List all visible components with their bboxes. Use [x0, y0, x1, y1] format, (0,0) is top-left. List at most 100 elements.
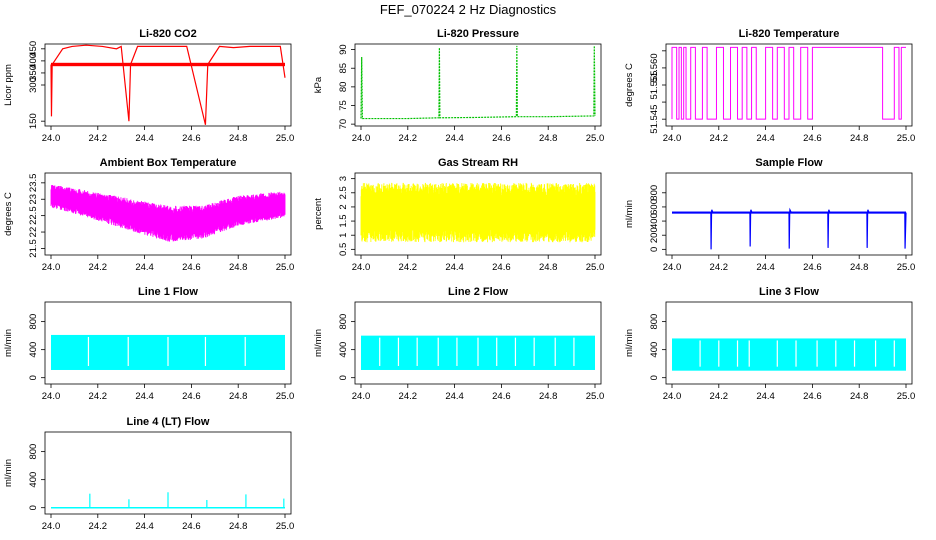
- panel-7-series: [51, 334, 285, 370]
- panel-9: Line 3 Flow ml/min 24.0 24.2 24.4 24.6 24.8 25.…: [624, 286, 915, 402]
- panel-5-ylabel: percent: [313, 198, 324, 230]
- panel-7-title: Line 1 Flow: [138, 286, 198, 298]
- panel-2-frame: [354, 43, 602, 127]
- panel-5-xtick: 24.0: [352, 262, 371, 273]
- panel-1-ytick: 350: [28, 65, 39, 81]
- panel-2-title: Li-820 Pressure: [437, 28, 519, 40]
- panel-1-xtick: 24.4: [135, 133, 154, 144]
- panel-6-line: [672, 207, 907, 250]
- panel-5-series: [360, 182, 596, 243]
- panel-9-ytick: 400: [649, 342, 660, 358]
- panel-8-ytick: 0: [338, 375, 349, 380]
- panel-9-ytick: 0: [649, 375, 660, 380]
- panel-4-ytick: 22: [28, 227, 39, 238]
- panel-6: Sample Flow ml/min 24.0 24.2 24.4 24.6 24.8 25.…: [624, 157, 915, 273]
- panel-7-xtick: 24.4: [135, 391, 154, 402]
- panel-4-xtick: 24.6: [182, 262, 201, 273]
- panel-6-xtick: 24.0: [663, 262, 682, 273]
- panel-1-ytick: 300: [28, 77, 39, 93]
- panel-1-ytick: 150: [28, 113, 39, 129]
- panel-6-xtick: 24.2: [710, 262, 729, 273]
- panel-10-ylabel: ml/min: [3, 459, 14, 487]
- panel-5-ytick: 2: [338, 204, 349, 209]
- page-title: FEF_070224 2 Hz Diagnostics: [380, 2, 557, 17]
- panel-4-ytick: 23: [28, 194, 39, 205]
- panel-8-xtick: 24.6: [492, 391, 511, 402]
- panel-5-ytick: 2.5: [338, 186, 349, 199]
- panel-9-xtick: 24.6: [803, 391, 822, 402]
- panel-10-ytick: 800: [28, 444, 39, 460]
- panel-6-ytick: 800: [649, 185, 660, 201]
- panel-9-title: Line 3 Flow: [759, 286, 819, 298]
- panel-2-xtick: 25.0: [586, 133, 605, 144]
- panel-10-ytick: 0: [28, 505, 39, 510]
- panel-9-xtick: 24.2: [710, 391, 729, 402]
- panel-2-line: [360, 45, 596, 120]
- panel-10: Line 4 (LT) Flow ml/min 24.0 24.2 24.4 24.6 24…: [3, 416, 294, 532]
- panel-3-xtick: 24.0: [663, 133, 682, 144]
- panel-7-xtick: 25.0: [276, 391, 295, 402]
- panel-10-xtick: 24.4: [135, 521, 154, 532]
- panel-1-xtick: 25.0: [276, 133, 295, 144]
- panel-7-ytick: 400: [28, 342, 39, 358]
- panel-2-series: [360, 45, 596, 120]
- panel-1-band: [51, 62, 285, 67]
- panel-4-ytick: 21.5: [28, 239, 39, 258]
- panel-4: Ambient Box Temperature degrees C 24.0 24.2…: [3, 157, 294, 273]
- panel-10-xtick: 24.2: [89, 521, 108, 532]
- panel-8-ytick: 800: [338, 314, 349, 330]
- panel-5-ytick: 3: [338, 176, 349, 181]
- panel-10-xtick: 24.8: [229, 521, 248, 532]
- panel-9-block: [672, 338, 906, 371]
- panel-9-xtick: 24.4: [756, 391, 775, 402]
- panel-10-frame: [44, 431, 292, 515]
- panel-5-title: Gas Stream RH: [438, 157, 518, 169]
- panel-1-title: Li-820 CO2: [139, 28, 196, 40]
- panel-1-line: [50, 44, 286, 125]
- panel-2-xtick: 24.2: [399, 133, 418, 144]
- panel-4-title: Ambient Box Temperature: [100, 157, 237, 169]
- panel-4-xtick: 24.8: [229, 262, 248, 273]
- panel-10-xtick: 25.0: [276, 521, 295, 532]
- panel-2-ytick: 85: [338, 63, 349, 74]
- panel-5-xtick: 24.6: [492, 262, 511, 273]
- panel-5: Gas Stream RH percent 24.0 24.2 24.4 24.6 24.8…: [313, 157, 604, 273]
- panel-10-series: [51, 492, 285, 509]
- panel-7-ytick: 0: [28, 375, 39, 380]
- panel-3-line: [671, 46, 906, 120]
- panel-6-xtick: 24.4: [756, 262, 775, 273]
- panel-5-line: [360, 182, 596, 243]
- panel-5-frame: [354, 172, 602, 256]
- panel-2-ytick: 90: [338, 44, 349, 55]
- panel-7-xtick: 24.2: [89, 391, 108, 402]
- panel-8-xtick: 24.0: [352, 391, 371, 402]
- panel-8-ylabel: ml/min: [313, 329, 324, 357]
- panel-4-ylabel: degrees C: [3, 192, 14, 236]
- panel-8-frame: [354, 301, 602, 385]
- panel-8-xtick: 25.0: [586, 391, 605, 402]
- panel-1-xtick: 24.6: [182, 133, 201, 144]
- panel-7-frame: [44, 301, 292, 385]
- panel-2: Li-820 Pressure kPa 24.0 24.2 24.4 24.6 24.8 25…: [313, 28, 604, 144]
- panel-4-xtick: 25.0: [276, 262, 295, 273]
- panel-10-title: Line 4 (LT) Flow: [127, 416, 210, 428]
- panel-2-xtick: 24.6: [492, 133, 511, 144]
- panel-6-ytick: 600: [649, 199, 660, 215]
- panel-7-xtick: 24.8: [229, 391, 248, 402]
- panel-1-frame: [44, 43, 292, 127]
- panel-6-ytick: 0: [649, 247, 660, 252]
- panel-5-xtick: 24.8: [539, 262, 558, 273]
- panel-2-ytick: 80: [338, 82, 349, 93]
- panel-5-xtick: 25.0: [586, 262, 605, 273]
- panel-4-ytick: 23.5: [28, 174, 39, 193]
- panel-10-ytick: 400: [28, 472, 39, 488]
- panel-7: Line 1 Flow ml/min 24.0 24.2 24.4 24.6 24.8 25.…: [3, 286, 294, 402]
- panel-7-xtick: 24.6: [182, 391, 201, 402]
- panel-3-ytick: 51.545: [649, 105, 660, 134]
- panel-1: Li-820 CO2 Licor ppm 24.0 24.2 24.4 24.6 24.8 2…: [3, 28, 294, 144]
- panel-8-xtick: 24.8: [539, 391, 558, 402]
- panel-1-xtick: 24.0: [42, 133, 61, 144]
- panel-6-title: Sample Flow: [755, 157, 823, 169]
- panel-6-series: [672, 207, 907, 250]
- panel-3-ytick: 51.555: [649, 70, 660, 99]
